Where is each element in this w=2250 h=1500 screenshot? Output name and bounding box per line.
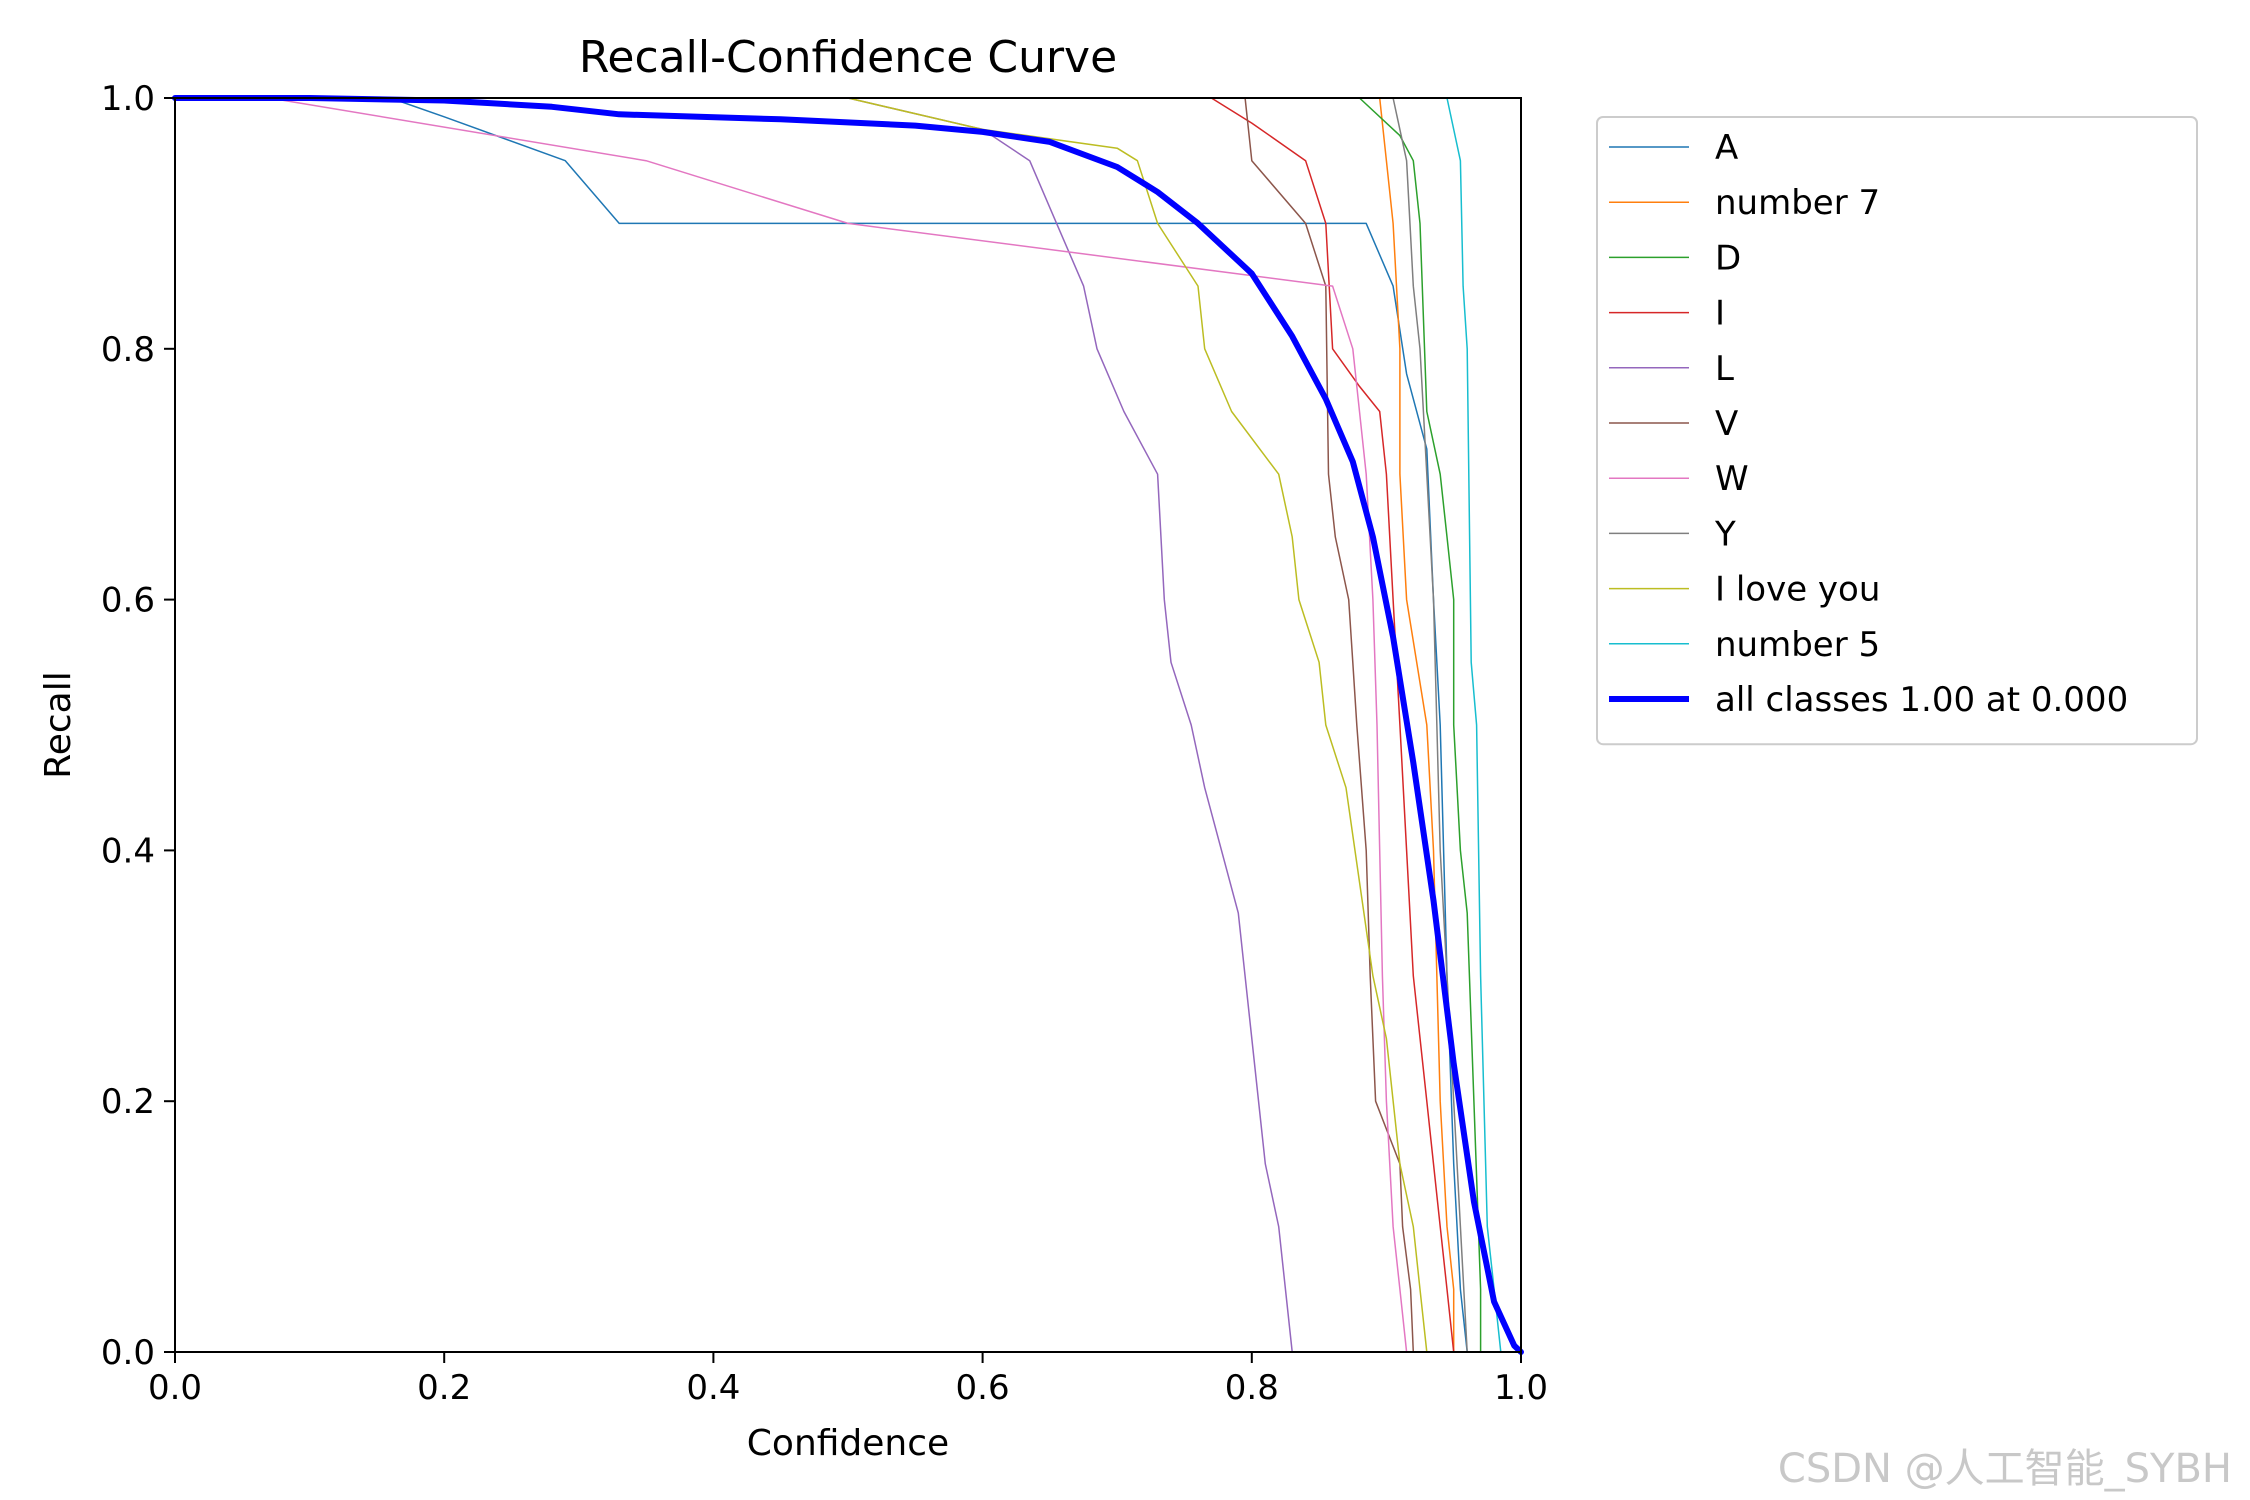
y-axis-label: Recall: [38, 671, 79, 778]
x-axis-ticks: 0.0 0.2 0.4 0.6 0.8 1.0: [148, 1352, 1548, 1408]
legend-label: number 7: [1715, 183, 1880, 223]
series-line-8: [847, 97, 1428, 1353]
x-tick-label: 0.6: [956, 1368, 1010, 1408]
legend-label: I: [1715, 294, 1725, 334]
x-axis-label: Confidence: [747, 1423, 949, 1464]
x-tick-label: 0.8: [1225, 1368, 1279, 1408]
series-line-2: [1358, 97, 1482, 1353]
series-line-4: [847, 97, 1408, 1353]
y-tick-label: 0.8: [101, 330, 155, 370]
series-line-9: [1446, 97, 1502, 1353]
legend-label: number 5: [1715, 625, 1880, 665]
y-axis-ticks: 0.0 0.2 0.4 0.6 0.8 1.0: [101, 79, 175, 1373]
legend-label: L: [1715, 349, 1734, 389]
legend-label: D: [1715, 238, 1741, 278]
legend-label: I love you: [1715, 570, 1880, 610]
series-line-7: [1392, 97, 1468, 1353]
legend-label: A: [1715, 128, 1738, 168]
y-tick-label: 1.0: [101, 79, 155, 119]
legend-label: V: [1715, 404, 1738, 444]
y-tick-label: 0.4: [101, 831, 155, 871]
series-line-3: [1210, 97, 1455, 1353]
legend-label: all classes 1.00 at 0.000: [1715, 680, 2128, 720]
series-line-10: [172, 95, 1524, 1355]
x-tick-label: 0.0: [148, 1368, 202, 1408]
x-tick-label: 1.0: [1494, 1368, 1548, 1408]
y-tick-label: 0.2: [101, 1082, 155, 1122]
plot-frame: [174, 97, 1522, 1353]
y-tick-label: 0.6: [101, 581, 155, 621]
watermark-text: CSDN @人工智能_SYBH: [1777, 1446, 2232, 1492]
x-tick-label: 0.4: [686, 1368, 740, 1408]
series-line-5: [1244, 97, 1415, 1353]
series-line-0: [174, 97, 1468, 1353]
chart-title: Recall-Confidence Curve: [579, 32, 1117, 83]
series-layer: [172, 95, 1524, 1355]
series-line-1: [1378, 97, 1455, 1353]
y-tick-label: 0.0: [101, 1333, 155, 1373]
series-line-6: [174, 97, 1408, 1353]
legend-label: W: [1715, 459, 1749, 499]
x-tick-label: 0.2: [417, 1368, 471, 1408]
legend-frame: [1596, 116, 2198, 746]
legend-label: Y: [1714, 514, 1736, 554]
